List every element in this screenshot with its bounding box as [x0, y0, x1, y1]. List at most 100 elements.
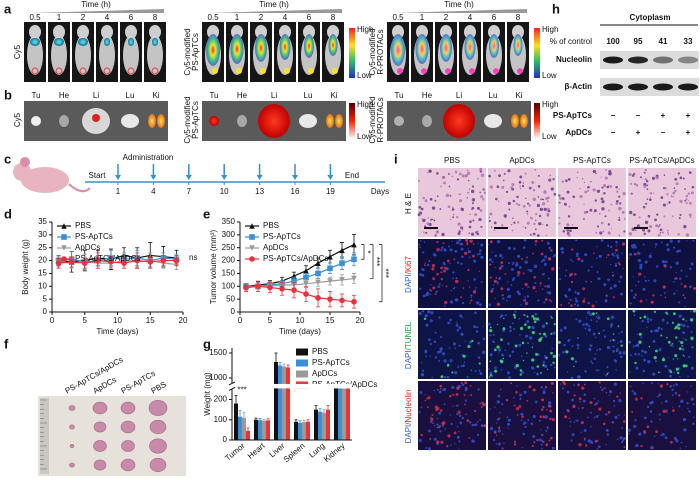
- cell: [491, 260, 494, 263]
- cell: [443, 266, 447, 270]
- cell: [584, 190, 588, 194]
- cell: [545, 386, 548, 389]
- cell: [531, 331, 535, 335]
- cell: [529, 268, 533, 273]
- cell: [678, 217, 681, 220]
- organ-label: He: [422, 91, 433, 100]
- cell: [457, 222, 461, 226]
- cell: [633, 424, 637, 428]
- cell: [540, 443, 543, 446]
- error-bar: [246, 427, 250, 431]
- cell: [453, 442, 456, 445]
- cell: [650, 420, 653, 423]
- cell: [496, 417, 500, 421]
- annotation: *: [363, 250, 372, 253]
- cell: [633, 172, 636, 175]
- cell: [622, 437, 626, 441]
- cell: [607, 371, 610, 374]
- cell: [427, 447, 431, 451]
- cell: [521, 446, 524, 449]
- tumor: [93, 440, 107, 452]
- cell: [591, 304, 595, 308]
- cell: [577, 407, 580, 410]
- cell: [544, 255, 548, 259]
- tumor: [68, 405, 76, 411]
- cell: [568, 338, 571, 342]
- cell: [546, 241, 550, 245]
- cell: [434, 199, 437, 202]
- legend-label: PS-ApTCs: [75, 232, 113, 241]
- cell: [452, 287, 455, 290]
- cell: [533, 320, 537, 324]
- cell: [530, 217, 533, 220]
- cell: [473, 325, 476, 329]
- cell: [521, 341, 525, 345]
- cell: [664, 187, 667, 190]
- cell: [643, 416, 647, 420]
- cell: [440, 185, 443, 188]
- cell: [496, 434, 498, 437]
- cell: [589, 312, 593, 317]
- cell: [590, 426, 592, 428]
- cell: [580, 259, 584, 263]
- cell: [550, 332, 553, 335]
- cell: [595, 231, 598, 234]
- cell: [669, 384, 673, 388]
- cell: [643, 276, 646, 278]
- cell: [462, 354, 466, 358]
- cell: [480, 243, 484, 247]
- cell: [449, 262, 451, 265]
- cell: [616, 438, 619, 441]
- cell: [666, 383, 669, 386]
- cell: [629, 252, 633, 256]
- cell: [454, 250, 458, 253]
- cell: [481, 424, 483, 426]
- cell: [635, 183, 639, 187]
- series-line: [58, 254, 177, 263]
- cell: [436, 195, 439, 198]
- cell: [541, 288, 544, 290]
- cell: [502, 179, 505, 182]
- cell: [661, 358, 666, 362]
- cell: [463, 361, 466, 364]
- treatment-sign: +: [686, 111, 691, 120]
- tumor: [148, 400, 168, 416]
- colorbar: [349, 103, 355, 139]
- time-label: 8: [516, 13, 521, 22]
- cell: [527, 202, 530, 205]
- cell: [590, 180, 592, 183]
- tumor: [120, 458, 136, 472]
- cell: [581, 386, 585, 390]
- cell: [582, 299, 586, 303]
- cell: [552, 177, 555, 181]
- micrograph: [628, 310, 696, 379]
- cell: [679, 214, 682, 217]
- cell: [616, 395, 619, 398]
- signal: [464, 34, 476, 60]
- cell: [605, 428, 609, 432]
- row-label: H & E: [404, 193, 413, 214]
- cell: [602, 230, 605, 233]
- cell: [657, 233, 661, 237]
- cell: [464, 174, 469, 178]
- cell: [641, 349, 645, 353]
- cell: [494, 297, 496, 299]
- legend-swatch: [296, 348, 308, 356]
- cell: [652, 339, 656, 343]
- cell: [607, 244, 610, 247]
- cell: [526, 315, 529, 318]
- cell: [582, 287, 586, 291]
- cell: [487, 322, 491, 326]
- cell: [418, 212, 421, 215]
- micrograph: [488, 239, 556, 308]
- cell: [522, 226, 525, 228]
- cell: [418, 311, 422, 315]
- cell: [450, 444, 452, 446]
- cell: [646, 184, 649, 187]
- mouse-head: [464, 25, 476, 39]
- error-bar: [318, 408, 322, 412]
- cell: [531, 252, 534, 255]
- cell: [587, 269, 590, 272]
- cell: [469, 220, 472, 224]
- cell: [452, 342, 457, 346]
